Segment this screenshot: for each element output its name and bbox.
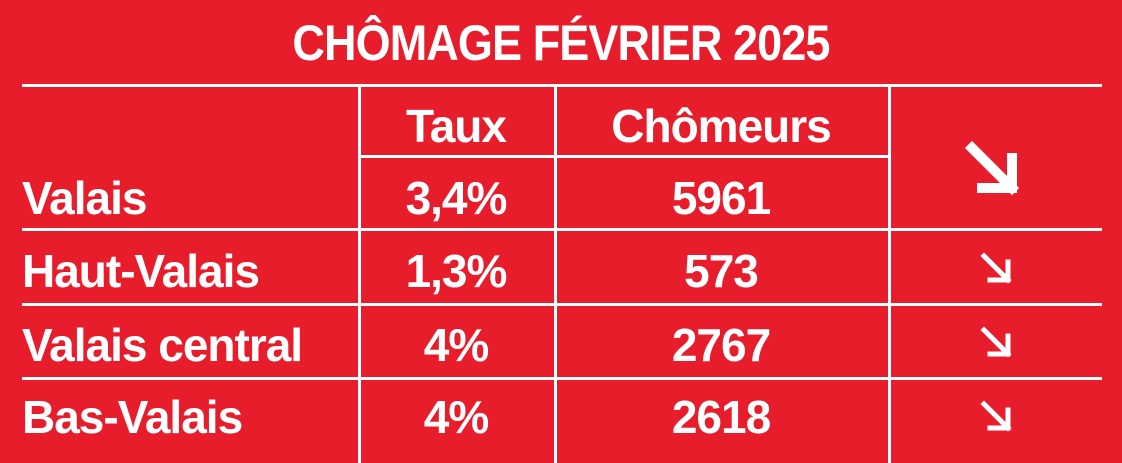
row-unemployed-valais: 5961 [671, 172, 771, 224]
arrow-down-right-icon [980, 400, 1012, 432]
rule-under-row-valais [22, 228, 1102, 231]
row-region-haut-valais: Haut-Valais [22, 245, 260, 297]
rule-under-row-valais-central [22, 377, 1102, 380]
rule-under-title [22, 84, 1102, 87]
arrow-down-right-icon [980, 252, 1012, 284]
row-rate-bas-valais: 4% [423, 391, 489, 443]
header-unemployed: Chômeurs [611, 100, 831, 152]
infographic-title: CHÔMAGE FÉVRIER 2025 [292, 15, 830, 71]
arrow-down-right-icon [964, 140, 1020, 196]
row-rate-valais-central: 4% [423, 319, 489, 371]
row-rate-valais: 3,4% [405, 172, 508, 224]
arrow-down-right-icon [980, 326, 1012, 358]
column-divider-3 [888, 84, 891, 463]
header-rate: Taux [406, 100, 507, 152]
column-divider-2 [554, 84, 557, 463]
row-unemployed-bas-valais: 2618 [671, 391, 771, 443]
row-region-valais-central: Valais central [22, 319, 303, 371]
row-region-valais: Valais [22, 172, 147, 224]
row-region-bas-valais: Bas-Valais [22, 391, 243, 443]
column-divider-1 [358, 84, 361, 463]
row-unemployed-haut-valais: 573 [684, 245, 759, 297]
row-rate-haut-valais: 1,3% [405, 245, 508, 297]
rule-under-header [358, 155, 890, 158]
row-unemployed-valais-central: 2767 [671, 319, 771, 371]
rule-under-row-haut-valais [22, 303, 1102, 306]
